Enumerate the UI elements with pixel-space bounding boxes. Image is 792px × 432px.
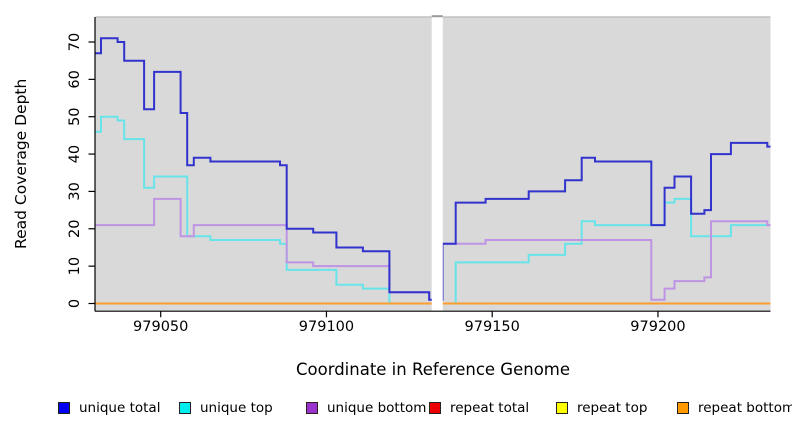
y-axis-tick-labels: 0 10 20 30 40 50 60 70 <box>67 33 83 308</box>
y-tick-label: 0 <box>67 299 83 308</box>
legend-swatch-unique-top <box>179 402 191 414</box>
y-axis-title: Read Coverage Depth <box>12 79 30 249</box>
legend-label-unique-total: unique total <box>79 400 161 416</box>
legend-label-unique-bottom: unique bottom <box>327 400 427 416</box>
series-line-unique-total <box>95 37 771 301</box>
x-tick-label: 979050 <box>133 319 188 335</box>
x-axis-ticks <box>160 311 659 318</box>
x-axis-title: Coordinate in Reference Genome <box>295 360 571 379</box>
y-tick-label: 70 <box>67 33 83 51</box>
legend-swatch-repeat-top <box>556 402 568 414</box>
legend-swatch-repeat-bottom <box>677 402 689 414</box>
y-tick-label: 20 <box>67 220 83 238</box>
y-tick-label: 50 <box>67 107 83 125</box>
y-tick-label: 40 <box>67 145 83 163</box>
y-tick-label: 60 <box>67 70 83 88</box>
y-axis-ticks <box>88 41 95 305</box>
legend-label-unique-top: unique top <box>200 400 273 416</box>
legend-swatch-unique-total <box>58 402 70 414</box>
x-tick-label: 979150 <box>465 319 520 335</box>
x-axis-tick-labels: 979050 979100 979150 979200 <box>133 319 686 335</box>
legend-swatch-unique-bottom <box>306 402 318 414</box>
x-tick-label: 979200 <box>630 319 685 335</box>
plot-canvas: 979050 979100 979150 979200 0 10 20 30 40 50 60 70 R… <box>12 13 771 335</box>
legend-label-repeat-total: repeat total <box>450 400 530 416</box>
legend-label-repeat-bottom: repeat bottom <box>698 400 792 416</box>
legend-swatch-repeat-total <box>429 402 441 414</box>
y-tick-label: 30 <box>67 182 83 200</box>
legend-label-repeat-top: repeat top <box>577 400 648 416</box>
legend: unique total unique top unique bottom repea… <box>0 398 792 420</box>
y-tick-label: 10 <box>67 257 83 275</box>
x-tick-label: 979100 <box>299 319 354 335</box>
data-gap-band <box>431 13 443 311</box>
